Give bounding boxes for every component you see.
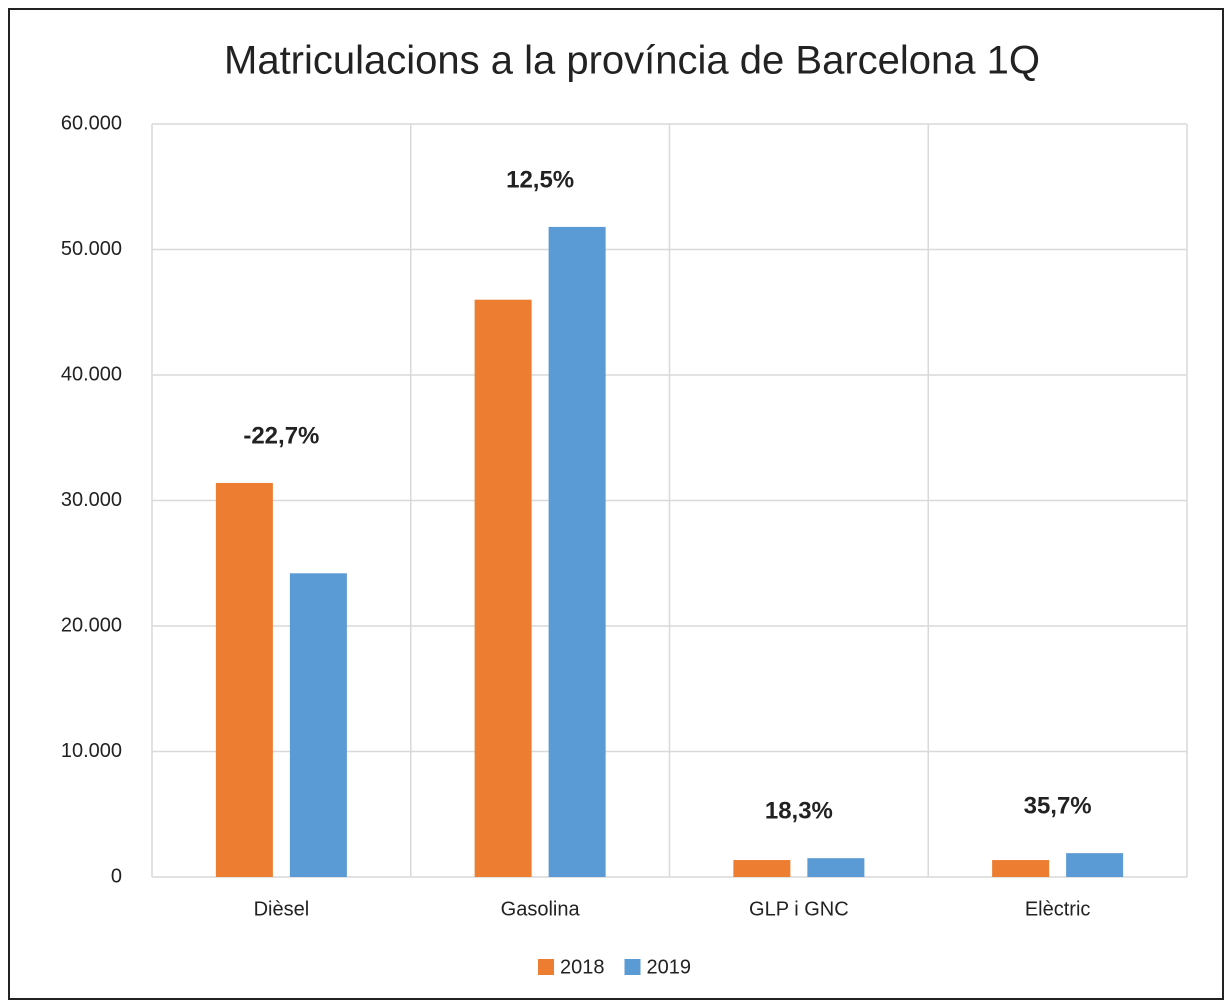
- chart-title: Matriculacions a la província de Barcelo…: [224, 39, 1040, 83]
- legend-label: 2018: [560, 956, 605, 978]
- bar: [289, 573, 347, 877]
- x-tick-label: Gasolina: [501, 898, 581, 920]
- annotation: 35,7%: [1024, 792, 1092, 819]
- legend-swatch: [538, 959, 554, 975]
- chart-frame: [8, 8, 1224, 1000]
- bar: [992, 860, 1050, 877]
- y-tick-label: 30.000: [61, 489, 122, 511]
- bar: [807, 858, 865, 877]
- bar: [474, 299, 532, 877]
- annotation: 18,3%: [765, 798, 833, 825]
- legend-swatch: [624, 959, 641, 975]
- y-tick-label: 10.000: [61, 740, 122, 762]
- bar: [1066, 853, 1124, 877]
- bar: [548, 226, 606, 877]
- y-tick-label: 0: [111, 865, 122, 887]
- y-tick-label: 40.000: [61, 363, 122, 385]
- bar: [733, 860, 791, 877]
- legend-label: 2019: [647, 956, 692, 978]
- annotation: -22,7%: [243, 422, 319, 449]
- x-tick-label: Dièsel: [254, 898, 310, 920]
- x-tick-label: GLP i GNC: [749, 898, 849, 920]
- x-tick-label: Elèctric: [1025, 898, 1091, 920]
- y-tick-label: 60.000: [61, 112, 122, 134]
- bar: [215, 482, 273, 877]
- y-tick-label: 20.000: [61, 614, 122, 636]
- y-tick-label: 50.000: [61, 238, 122, 260]
- annotation: 12,5%: [506, 166, 574, 193]
